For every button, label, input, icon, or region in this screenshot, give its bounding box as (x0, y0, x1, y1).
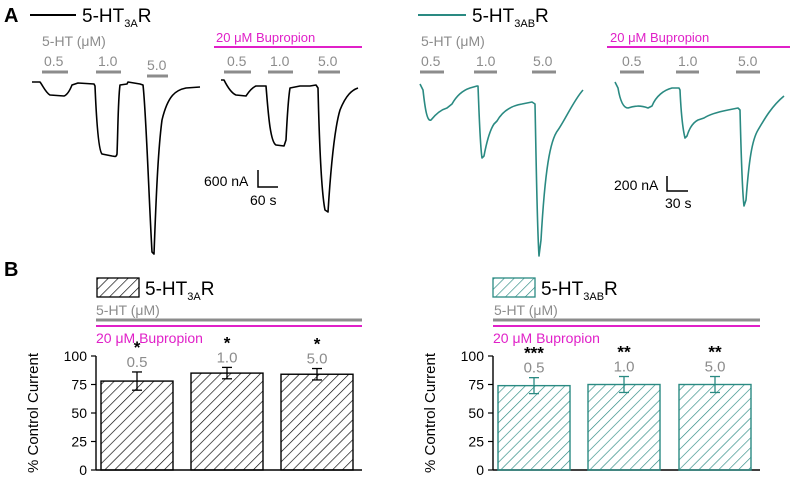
significance-marker: * (224, 333, 231, 352)
bupropion-label-a1: 20 μM Bupropion (216, 30, 315, 45)
legend-b-title-3ab: 5-HT3ABR (541, 279, 618, 303)
trace-3ab-bupropion (614, 81, 785, 207)
y-axis-label: % Control Current (422, 352, 439, 473)
significance-marker: *** (524, 344, 544, 363)
legend-swatch-3ab (492, 277, 536, 298)
legend-title-3ab: 5-HT3ABR (472, 6, 549, 30)
trace-3a-control (32, 81, 201, 255)
bar (100, 380, 174, 471)
significance-marker: * (134, 338, 141, 357)
scale-bar-3a-lines (257, 170, 278, 188)
scale-bar-3a-time: 60 s (250, 192, 276, 208)
bar (497, 384, 571, 471)
y-tick-label: 25 (468, 434, 484, 450)
significance-marker: * (314, 335, 321, 354)
conc-label: 0.5 (622, 53, 642, 69)
significance-marker: ** (708, 343, 722, 362)
legend-b-title-3ab-base: 5-HT (541, 279, 584, 300)
y-tick-label: 100 (64, 348, 88, 364)
panel-label-a: A (4, 5, 18, 27)
y-axis-label: % Control Current (25, 352, 42, 473)
legend-swatch-3a (96, 277, 140, 298)
legend-b-title-3ab-sub: 3AB (583, 291, 604, 303)
conc-label: 1.0 (270, 53, 290, 69)
y-tick-label: 0 (476, 462, 484, 478)
scale-bar-3a: 600 nA 60 s (204, 170, 278, 208)
category-label: 5.0 (705, 359, 726, 376)
scale-bar-3ab-current: 200 nA (614, 177, 659, 193)
y-tick-label: 75 (71, 377, 87, 393)
application-labels: 0.5 1.0 5.0 0.5 1.0 5.0 0.5 1.0 5.0 0.5 … (42, 53, 760, 78)
legend-title-3a-sub: 3A (124, 18, 138, 30)
legend-title-3a: 5-HT3AR (82, 6, 151, 30)
y-tick-label: 50 (71, 405, 87, 421)
legend-b-title-3a-base: 5-HT (145, 279, 188, 300)
agonist-label-b-3ab: 5-HT (μM) (494, 302, 558, 318)
bar (587, 383, 661, 471)
y-tick-label: 0 (79, 462, 87, 478)
y-tick-label: 100 (461, 348, 485, 364)
bupropion-label-a2: 20 μM Bupropion (610, 30, 709, 45)
conc-label: 0.5 (421, 53, 441, 69)
conc-label: 5.0 (738, 53, 758, 69)
significance-marker: ** (617, 343, 631, 362)
legend-b-title-3a-sub: 3A (187, 291, 201, 303)
conc-label: 1.0 (678, 53, 698, 69)
legend-b-title-3a-end: R (201, 279, 215, 300)
conc-label: 0.5 (44, 53, 64, 69)
legend-title-3ab-base: 5-HT (472, 6, 515, 27)
agonist-label-3ab: 5-HT (μM) (421, 33, 485, 49)
legend-title-3a-end: R (138, 6, 152, 27)
legend-b-title-3ab-end: R (604, 279, 618, 300)
category-label: 1.0 (217, 349, 238, 366)
scale-bar-3ab-time: 30 s (665, 195, 691, 211)
legend-b-title-3a: 5-HT3AR (145, 279, 214, 303)
trace-3ab-control (419, 83, 584, 257)
conc-label: 5.0 (533, 53, 553, 69)
agonist-label-3a: 5-HT (μM) (42, 33, 106, 49)
trace-3a-bupropion (221, 79, 359, 213)
category-label: 0.5 (127, 354, 148, 371)
conc-label: 5.0 (147, 57, 167, 73)
legend-title-3ab-sub: 3AB (514, 18, 535, 30)
conc-label: 1.0 (476, 53, 496, 69)
conc-label: 1.0 (98, 53, 118, 69)
conc-label: 5.0 (318, 53, 338, 69)
bar (280, 373, 354, 471)
y-tick-label: 50 (468, 405, 484, 421)
traces-3a (32, 79, 359, 255)
category-label: 0.5 (524, 360, 545, 377)
agonist-label-b-3a: 5-HT (μM) (96, 302, 160, 318)
bar (678, 383, 752, 471)
bar (190, 372, 264, 471)
bupropion-label-b-3ab: 20 μM Bupropion (493, 330, 600, 346)
legend-title-3ab-end: R (535, 6, 549, 27)
scale-bar-3a-current: 600 nA (204, 173, 249, 189)
panel-label-b: B (4, 259, 18, 281)
y-tick-label: 25 (71, 434, 87, 450)
conc-label: 0.5 (227, 53, 247, 69)
y-tick-label: 75 (468, 377, 484, 393)
legend-title-3a-base: 5-HT (82, 6, 125, 27)
scale-bar-3ab: 200 nA 30 s (614, 176, 691, 211)
scale-bar-3ab-lines (666, 176, 688, 192)
category-label: 1.0 (614, 359, 635, 376)
traces-3ab (419, 81, 785, 257)
category-label: 5.0 (307, 351, 328, 368)
bupropion-label-b-3a: 20 μM Bupropion (96, 330, 203, 346)
